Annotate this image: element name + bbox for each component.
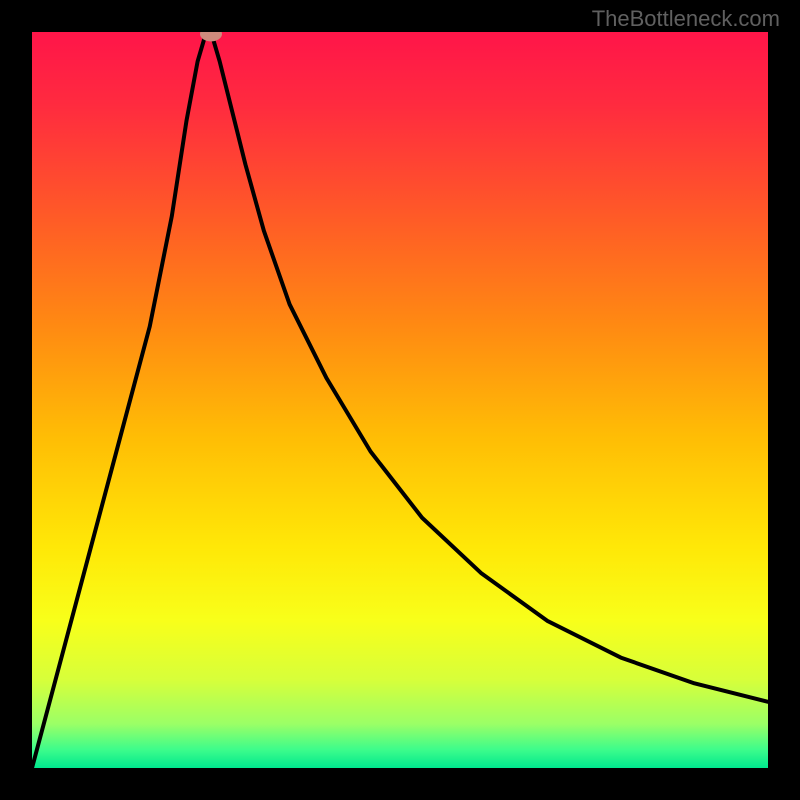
plot-area (32, 32, 768, 768)
curve-layer (32, 32, 768, 768)
chart-container: TheBottleneck.com (0, 0, 800, 800)
bottleneck-curve (32, 36, 768, 768)
watermark-text: TheBottleneck.com (592, 6, 780, 32)
